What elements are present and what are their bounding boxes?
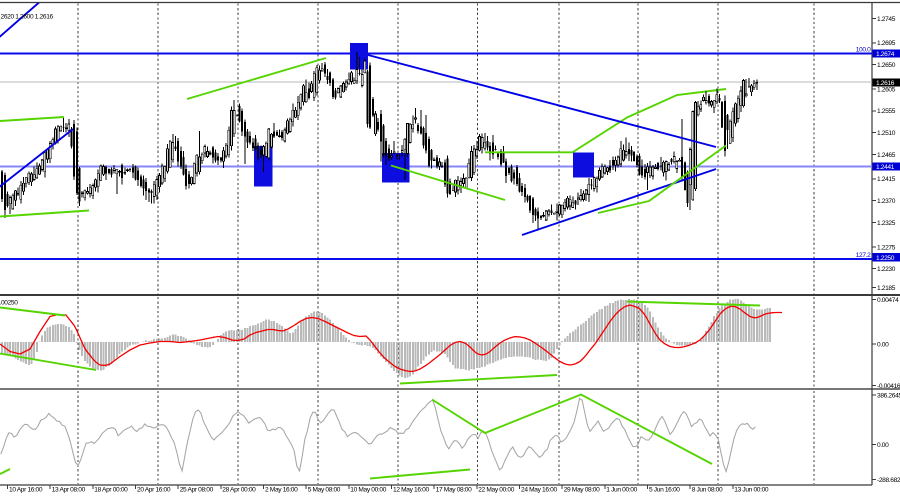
svg-text:1.2650: 1.2650	[877, 62, 896, 69]
svg-text:0.00474: 0.00474	[877, 297, 899, 304]
svg-text:-0.00416: -0.00416	[877, 383, 900, 390]
svg-text:100.0: 100.0	[856, 47, 871, 54]
svg-text:1.2275: 1.2275	[877, 244, 896, 251]
svg-text:10 May 00:00: 10 May 00:00	[350, 487, 386, 494]
svg-text:1.2185: 1.2185	[877, 285, 896, 292]
svg-text:24 May 16:00: 24 May 16:00	[521, 487, 557, 494]
svg-text:5 May 08:00: 5 May 08:00	[308, 487, 341, 494]
svg-text:17 May 08:00: 17 May 08:00	[436, 487, 472, 494]
svg-text:1 Jun 00:00: 1 Jun 00:00	[606, 487, 637, 494]
svg-text:1.2250: 1.2250	[876, 255, 895, 262]
svg-text:1.2325: 1.2325	[877, 220, 896, 227]
svg-text:8 Jun 08:00: 8 Jun 08:00	[692, 487, 723, 494]
svg-text:1.2370: 1.2370	[877, 198, 896, 205]
svg-text:1.2616: 1.2616	[876, 80, 895, 87]
svg-text:1.2674: 1.2674	[876, 51, 895, 58]
svg-text:10 Apr 16:00: 10 Apr 16:00	[9, 487, 43, 494]
svg-text:18 Apr 00:00: 18 Apr 00:00	[94, 487, 128, 494]
svg-text:20 Apr 16:00: 20 Apr 16:00	[137, 487, 171, 494]
svg-text:.00250: .00250	[0, 299, 18, 306]
svg-text:12 May 16:00: 12 May 16:00	[393, 487, 429, 494]
svg-text:1.2415: 1.2415	[877, 176, 896, 183]
svg-text:386.2645: 386.2645	[877, 392, 900, 399]
svg-text:2 May 16:00: 2 May 16:00	[265, 487, 298, 494]
svg-text:2620 1.2600 1.2616: 2620 1.2600 1.2616	[1, 13, 54, 20]
svg-text:1.2695: 1.2695	[877, 40, 896, 47]
svg-text:1.2555: 1.2555	[877, 108, 896, 115]
svg-text:1.2745: 1.2745	[877, 16, 896, 23]
svg-text:5 Jun 16:00: 5 Jun 16:00	[649, 487, 680, 494]
svg-text:1.2510: 1.2510	[877, 130, 896, 137]
svg-text:0.00: 0.00	[877, 442, 889, 449]
svg-text:1.2605: 1.2605	[877, 86, 896, 93]
svg-text:1.2465: 1.2465	[877, 152, 896, 159]
svg-text:0.00: 0.00	[877, 341, 889, 348]
svg-text:1.2230: 1.2230	[877, 266, 896, 273]
svg-text:13 Apr 08:00: 13 Apr 08:00	[52, 487, 86, 494]
svg-text:28 Apr 00:00: 28 Apr 00:00	[222, 487, 256, 494]
svg-text:13 Jun 00:00: 13 Jun 00:00	[734, 487, 769, 494]
svg-text:29 May 08:00: 29 May 08:00	[564, 487, 600, 494]
svg-text:127.2: 127.2	[856, 252, 871, 259]
svg-text:-288.682: -288.682	[877, 477, 900, 484]
svg-text:25 Apr 08:00: 25 Apr 08:00	[180, 487, 214, 494]
svg-text:22 May 00:00: 22 May 00:00	[478, 487, 514, 494]
svg-text:1.2441: 1.2441	[876, 164, 895, 171]
